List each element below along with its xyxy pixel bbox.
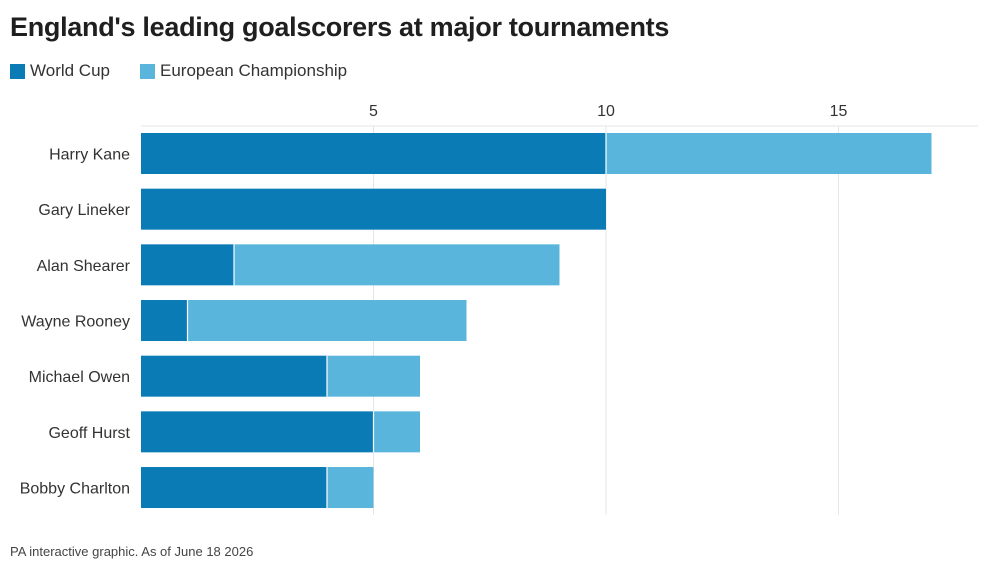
legend-item-world-cup: World Cup bbox=[10, 61, 110, 81]
x-tick-label-10: 10 bbox=[597, 103, 615, 120]
category-label-geoff-hurst: Geoff Hurst bbox=[48, 425, 130, 442]
category-label-wayne-rooney: Wayne Rooney bbox=[21, 314, 130, 331]
category-label-bobby-charlton: Bobby Charlton bbox=[20, 481, 130, 498]
bar-wayne-rooney-european-championship bbox=[187, 300, 467, 342]
bar-alan-shearer-world-cup bbox=[141, 244, 234, 286]
x-tick-label-15: 15 bbox=[830, 103, 848, 120]
legend-label-world-cup: World Cup bbox=[30, 61, 110, 80]
x-tick-label-5: 5 bbox=[369, 103, 378, 120]
bar-michael-owen-world-cup bbox=[141, 355, 327, 397]
bar-wayne-rooney-world-cup bbox=[141, 300, 188, 342]
bar-harry-kane-world-cup bbox=[141, 133, 606, 174]
bar-bobby-charlton-european-championship bbox=[327, 467, 374, 509]
bar-gary-lineker-world-cup bbox=[141, 188, 606, 230]
bar-geoff-hurst-european-championship bbox=[373, 411, 420, 453]
legend-swatch-world-cup bbox=[10, 63, 25, 79]
legend-label-european-championship: European Championship bbox=[160, 61, 348, 80]
legend-item-european-championship: European Championship bbox=[140, 61, 347, 81]
category-label-alan-shearer: Alan Shearer bbox=[37, 258, 131, 275]
bar-bobby-charlton-world-cup bbox=[141, 467, 327, 509]
chart-footer: PA interactive graphic. As of June 18 20… bbox=[10, 544, 254, 559]
chart-title: England's leading goalscorers at major t… bbox=[10, 12, 670, 42]
category-label-michael-owen: Michael Owen bbox=[29, 369, 130, 386]
legend-swatch-european-championship bbox=[140, 63, 155, 79]
category-label-gary-lineker: Gary Lineker bbox=[38, 202, 130, 219]
bar-michael-owen-european-championship bbox=[327, 355, 420, 397]
category-label-harry-kane: Harry Kane bbox=[49, 147, 130, 164]
bar-harry-kane-european-championship bbox=[606, 133, 932, 174]
chart-legend: World Cup European Championship bbox=[10, 60, 377, 82]
bar-alan-shearer-european-championship bbox=[234, 244, 560, 286]
bar-geoff-hurst-world-cup bbox=[141, 411, 374, 453]
